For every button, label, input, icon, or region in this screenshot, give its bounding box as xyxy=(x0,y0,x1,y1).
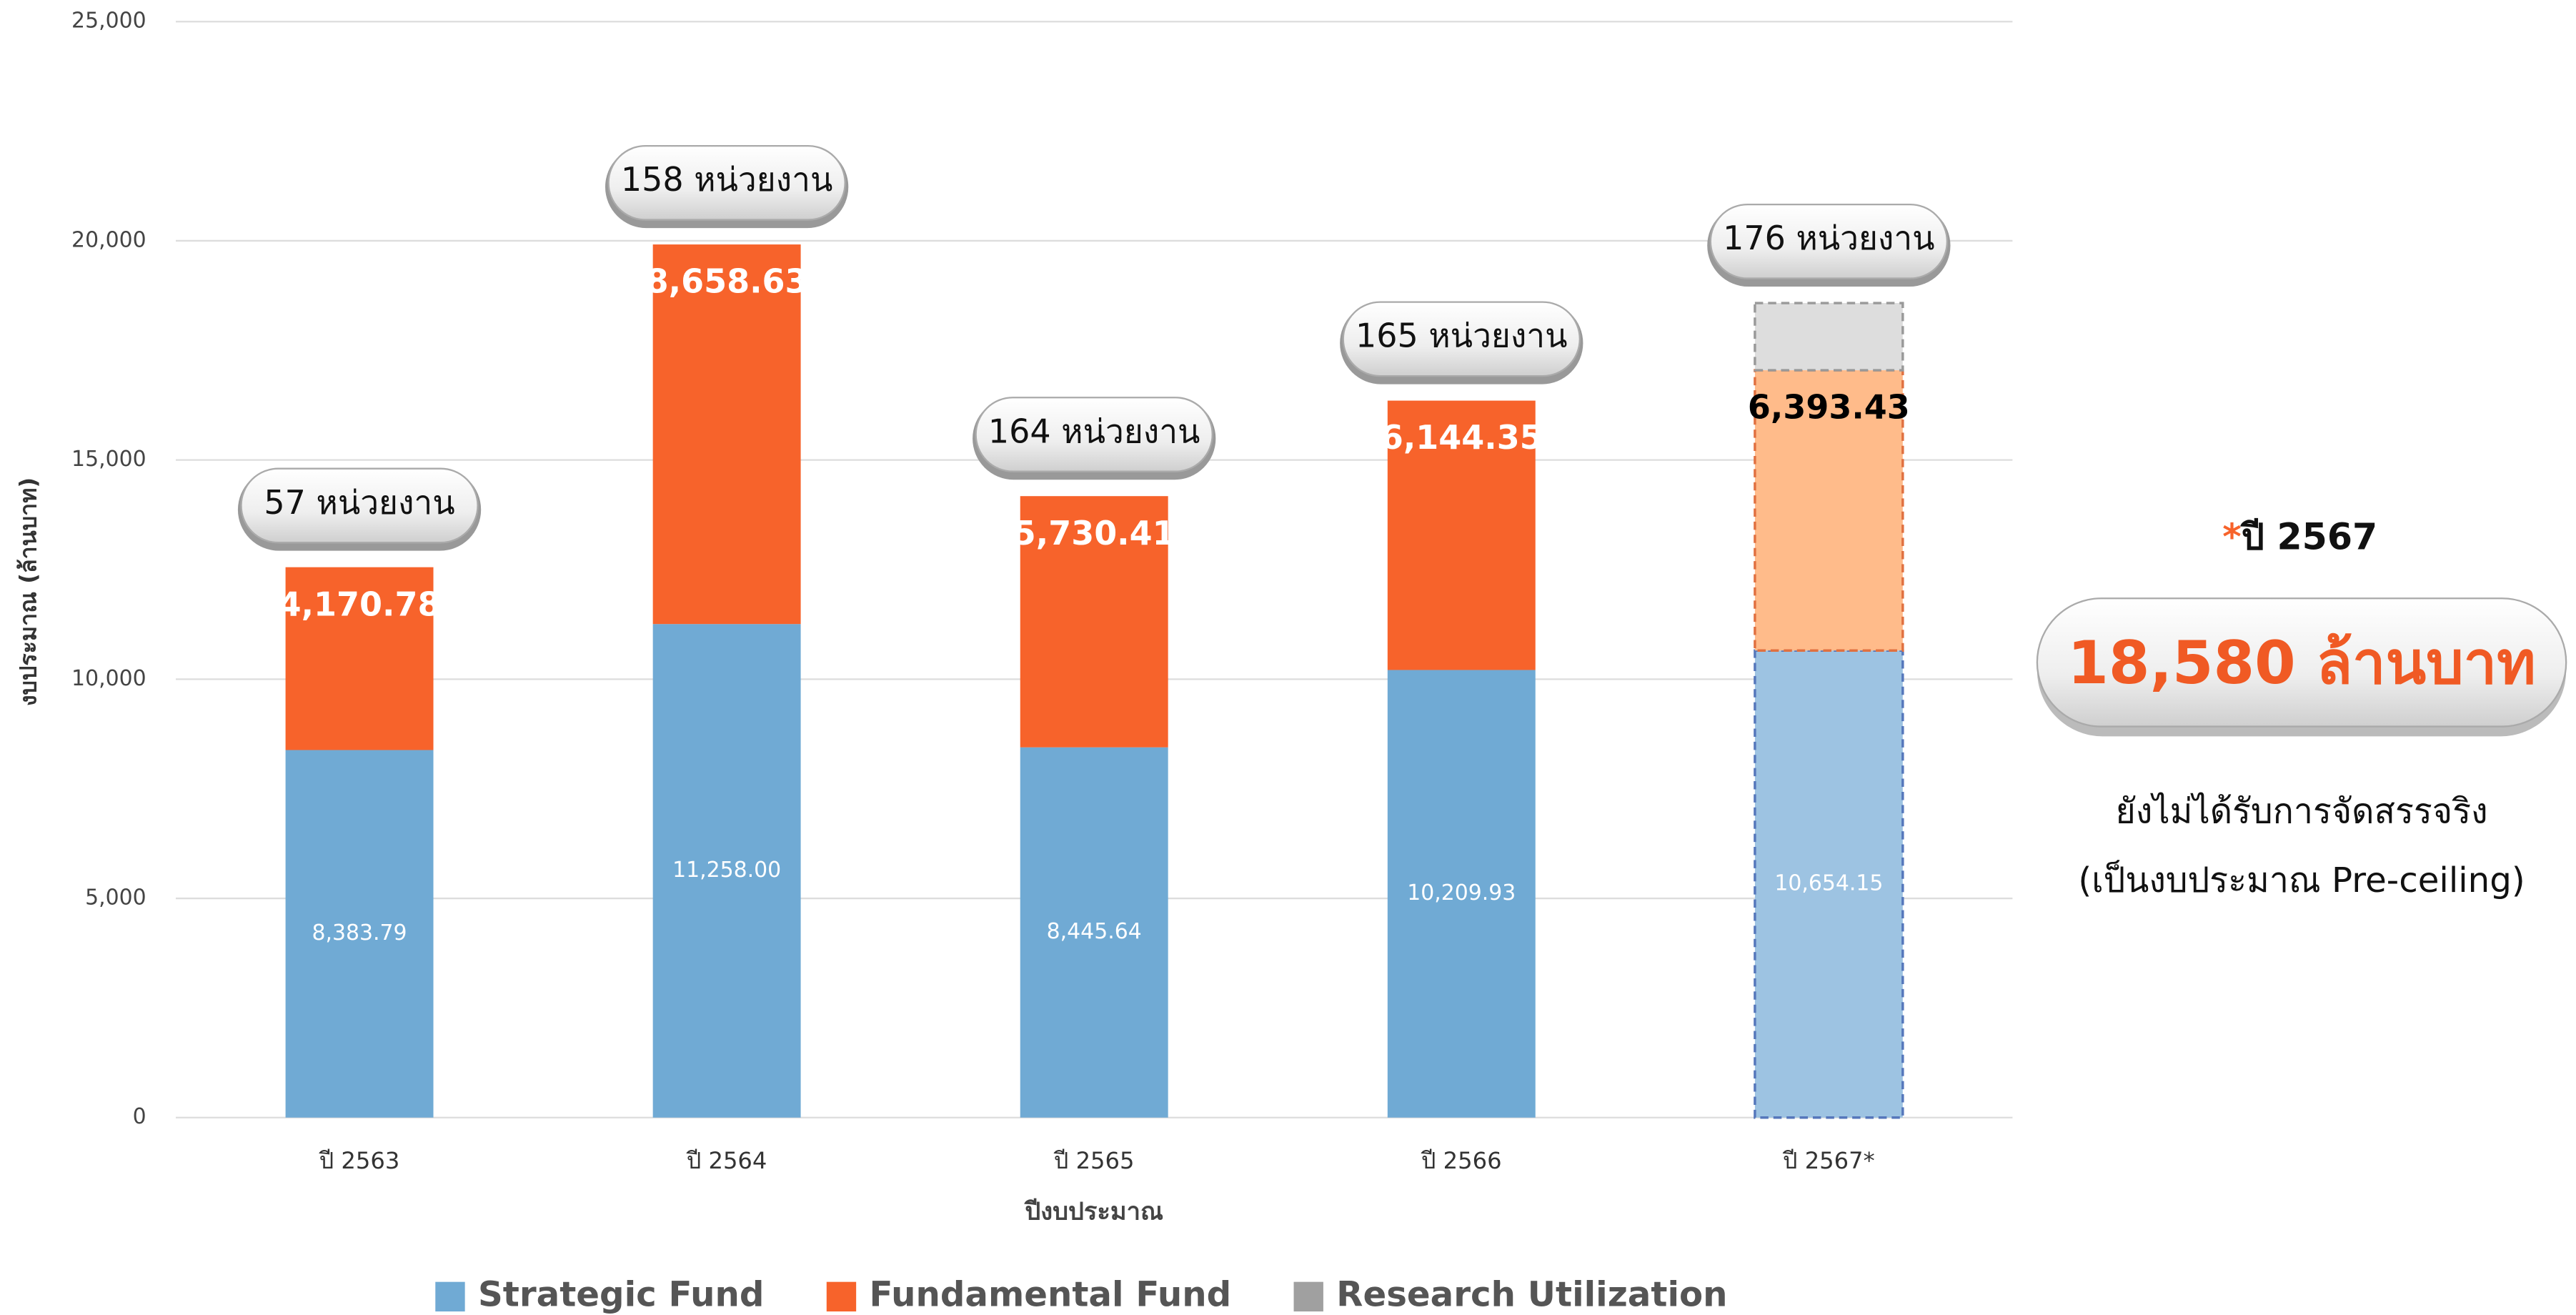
value-label: 4,170.78 xyxy=(279,585,441,623)
value-label: 8,445.64 xyxy=(1047,919,1142,944)
x-tick-label: ปี 2567* xyxy=(1782,1147,1874,1174)
side-line: ยังไม่ได้รับการจัดสรรจริง xyxy=(2116,791,2488,831)
legend-label: Fundamental Fund xyxy=(870,1274,1232,1314)
y-tick-label: 10,000 xyxy=(71,666,146,691)
value-label: 6,393.43 xyxy=(1748,388,1910,427)
value-label: 6,144.35 xyxy=(1381,418,1543,457)
total-pill xyxy=(2036,597,2567,728)
value-label: 5,730.41 xyxy=(1013,514,1175,552)
value-label: 10,209.93 xyxy=(1407,880,1516,905)
x-tick-label: ปี 2565 xyxy=(1053,1147,1134,1174)
x-tick-label: ปี 2566 xyxy=(1421,1147,1501,1174)
bar-segment xyxy=(1754,369,1904,652)
value-label: 8,658.63 xyxy=(646,262,808,301)
badge xyxy=(1709,203,1949,279)
y-tick-label: 20,000 xyxy=(71,227,146,252)
bar-segment xyxy=(1387,670,1536,1118)
unit-label: 158 หน่วยงาน xyxy=(621,160,833,199)
side-marker: * xyxy=(2222,515,2241,557)
legend-swatch xyxy=(435,1281,465,1312)
legend-swatch xyxy=(1293,1281,1323,1312)
value-label: 8,383.79 xyxy=(312,920,407,946)
unit-label: 165 หน่วยงาน xyxy=(1356,317,1568,355)
badge xyxy=(607,144,846,221)
x-tick-label: ปี 2563 xyxy=(319,1147,399,1174)
y-tick-label: 0 xyxy=(133,1104,146,1129)
badge xyxy=(240,467,479,544)
legend-swatch xyxy=(826,1281,857,1312)
legend-label: Strategic Fund xyxy=(478,1274,764,1314)
x-axis-label: ปีงบประมาณ xyxy=(1024,1198,1163,1226)
y-axis-label: งบประมาณ (ล้านบาท) xyxy=(14,477,41,706)
value-label: 10,654.15 xyxy=(1774,870,1883,895)
side-line: (เป็นงบประมาณ Pre-ceiling) xyxy=(2078,860,2525,900)
bar-segment xyxy=(1754,649,1904,1119)
badge xyxy=(975,397,1213,472)
bar-segment xyxy=(285,567,434,750)
unit-label: 57 หน่วยงาน xyxy=(264,483,454,522)
bar-segment xyxy=(1387,400,1536,670)
bar-segment xyxy=(652,624,801,1118)
badge xyxy=(1342,301,1581,377)
y-tick-label: 25,000 xyxy=(71,9,146,34)
value-label: 11,258.00 xyxy=(672,858,781,883)
y-tick-label: 15,000 xyxy=(71,447,146,472)
side-total: 18,580 ล้านบาท xyxy=(2067,628,2535,698)
bar-segment xyxy=(1020,747,1168,1118)
y-tick-label: 5,000 xyxy=(85,885,146,910)
legend-label: Research Utilization xyxy=(1336,1274,1727,1314)
bar-segment xyxy=(652,244,801,625)
side-heading-text: ปี 2567 xyxy=(2240,515,2377,557)
bar-segment xyxy=(1754,302,1904,372)
bar-segment xyxy=(285,750,434,1118)
side-heading: *ปี 2567 xyxy=(2222,515,2377,557)
x-tick-label: ปี 2564 xyxy=(686,1147,767,1174)
bar-segment xyxy=(1020,496,1168,748)
unit-label: 164 หน่วยงาน xyxy=(988,412,1200,450)
unit-label: 176 หน่วยงาน xyxy=(1723,219,1935,257)
